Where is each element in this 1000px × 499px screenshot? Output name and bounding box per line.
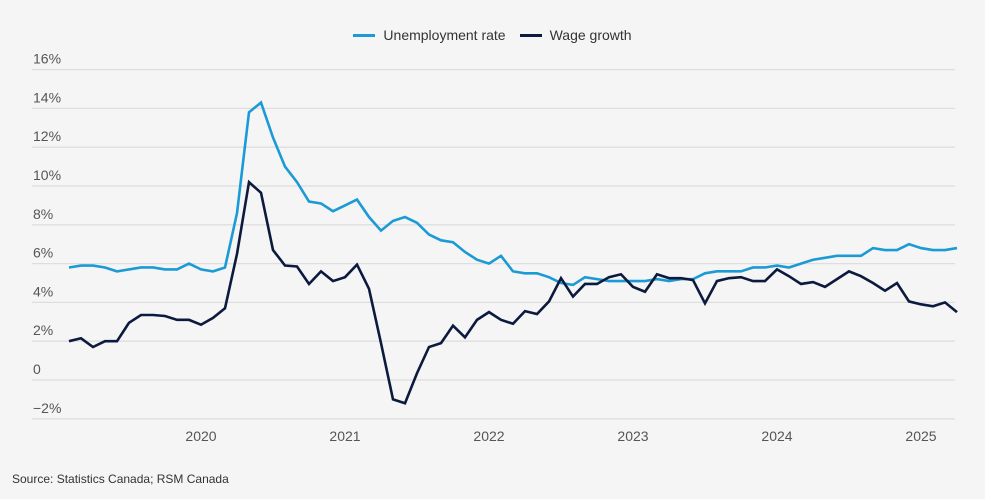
series-line-wage-growth [68, 179, 958, 405]
y-tick-label: 4% [33, 283, 53, 299]
y-tick-label: 6% [33, 245, 53, 261]
y-tick-label: 14% [33, 89, 61, 105]
y-tick-label: −2% [33, 400, 61, 416]
legend: Unemployment rate Wage growth [0, 27, 985, 43]
x-tick-label: 2024 [761, 428, 792, 444]
x-tick-label: 2022 [473, 428, 504, 444]
legend-item-unemployment: Unemployment rate [353, 27, 506, 43]
y-tick-label: 2% [33, 322, 53, 338]
legend-swatch-wage-growth [519, 33, 542, 37]
legend-item-wage-growth: Wage growth [519, 27, 632, 43]
y-tick-label: 8% [33, 206, 53, 222]
y-tick-label: 10% [33, 167, 61, 183]
y-tick-label: 16% [33, 51, 61, 67]
x-tick-label: 2023 [617, 428, 648, 444]
legend-label-wage-growth: Wage growth [549, 27, 632, 43]
x-tick-label: 2020 [185, 428, 216, 444]
y-tick-label: 12% [33, 128, 61, 144]
legend-swatch-unemployment [353, 33, 376, 37]
y-tick-label: 0 [33, 361, 41, 377]
x-tick-label: 2021 [329, 428, 360, 444]
x-tick-label: 2025 [905, 428, 936, 444]
legend-label-unemployment: Unemployment rate [383, 27, 506, 43]
series-line-unemployment-rate [68, 100, 958, 287]
source-note: Source: Statistics Canada; RSM Canada [12, 472, 229, 486]
